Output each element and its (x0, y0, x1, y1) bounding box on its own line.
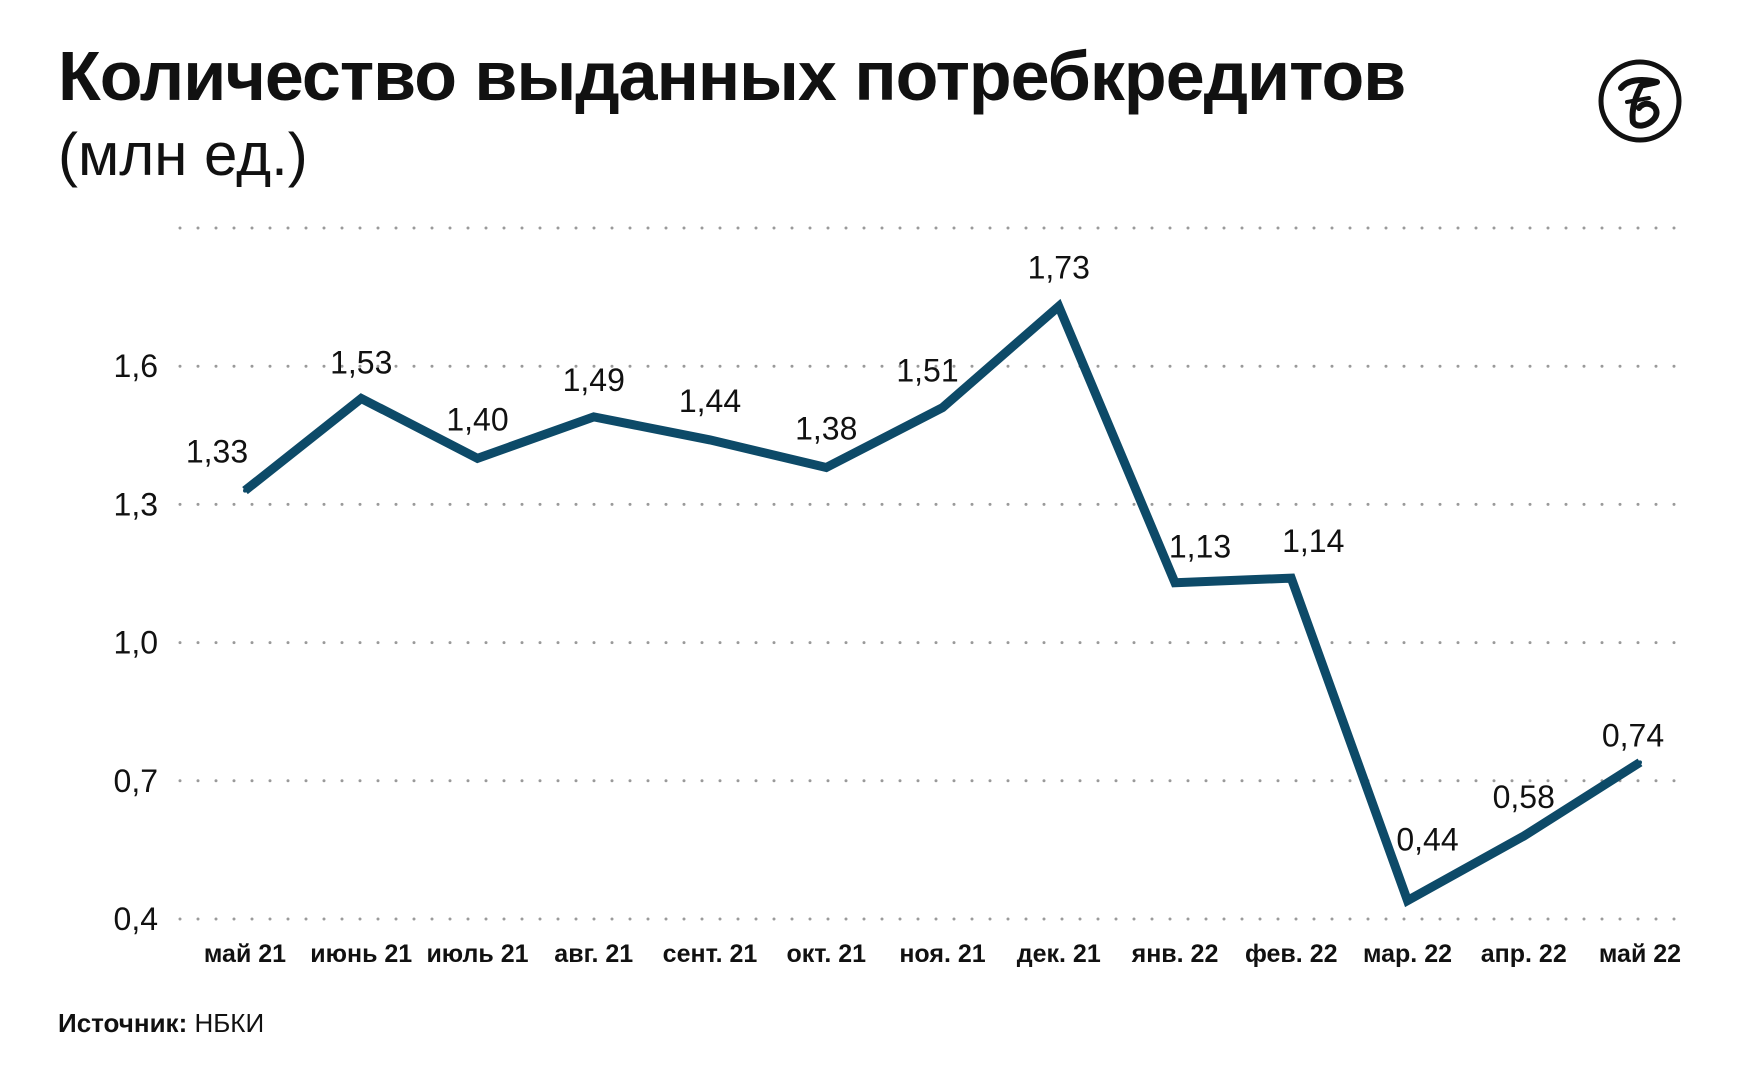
data-label: 1,49 (563, 362, 625, 398)
data-point (1405, 898, 1410, 903)
series-line-layer (242, 298, 1643, 908)
data-point (591, 414, 596, 419)
y-tick-label: 1,6 (114, 348, 158, 384)
data-point (1056, 304, 1061, 309)
x-tick-label: май 22 (1599, 940, 1681, 968)
data-label: 1,44 (679, 383, 741, 419)
x-tick-label: дек. 21 (1017, 940, 1101, 968)
data-label: 1,33 (186, 434, 248, 470)
data-label: 1,14 (1282, 523, 1344, 559)
data-label: 1,51 (896, 353, 958, 389)
x-tick-label: май 21 (204, 940, 286, 968)
x-tick-label: авг. 21 (554, 940, 633, 968)
y-axis-ticks: 0,4 0,7 1,0 1,3 1,6 (114, 348, 158, 937)
data-label: 0,74 (1602, 717, 1664, 753)
x-tick-label: окт. 21 (786, 940, 866, 968)
data-label: 0,44 (1396, 822, 1458, 858)
data-label: 1,38 (795, 411, 857, 447)
x-tick-label: ноя. 21 (899, 940, 985, 968)
newspaper-seal-logo-icon (1598, 59, 1682, 143)
data-point (1289, 576, 1294, 581)
x-tick-label: фев. 22 (1245, 940, 1338, 968)
data-point (1638, 760, 1642, 765)
grid-layer (178, 226, 1682, 921)
data-point (824, 465, 829, 470)
source-label: Источник: (58, 1008, 188, 1038)
x-tick-label: июнь 21 (310, 940, 412, 968)
data-point (1173, 580, 1177, 585)
chart-title: Количество выданных потребкредитов (58, 37, 1406, 115)
x-axis-ticks: май 21 июнь 21 июль 21 авг. 21 сент. 21 окт. … (204, 940, 1681, 968)
data-point (708, 437, 712, 442)
data-point (243, 488, 247, 493)
data-label: 1,53 (330, 344, 392, 380)
series-line (242, 298, 1643, 908)
data-point (1521, 834, 1526, 839)
data-label: 1,73 (1028, 249, 1090, 285)
data-label: 1,40 (446, 401, 508, 437)
y-tick-label: 1,3 (114, 486, 158, 522)
data-point (940, 405, 945, 410)
data-point (359, 396, 364, 401)
source-value: НБКИ (194, 1008, 265, 1038)
y-tick-label: 1,0 (114, 625, 158, 661)
data-label: 1,13 (1169, 529, 1231, 565)
x-tick-label: сент. 21 (663, 940, 758, 968)
y-tick-label: 0,7 (114, 763, 158, 799)
source-note: Источник: НБКИ (58, 1008, 264, 1039)
data-label-layer: 1,33 1,53 1,40 1,49 1,44 1,38 1,51 1,73 1,13 1,14… (186, 249, 1664, 857)
y-tick-label: 0,4 (114, 901, 158, 937)
data-label: 0,58 (1493, 779, 1555, 815)
x-tick-label: апр. 22 (1481, 940, 1567, 968)
x-tick-label: янв. 22 (1131, 940, 1219, 968)
x-tick-label: мар. 22 (1363, 940, 1452, 968)
chart-subtitle: (млн ед.) (58, 121, 308, 188)
x-tick-label: июль 21 (426, 940, 528, 968)
data-point (475, 456, 480, 461)
